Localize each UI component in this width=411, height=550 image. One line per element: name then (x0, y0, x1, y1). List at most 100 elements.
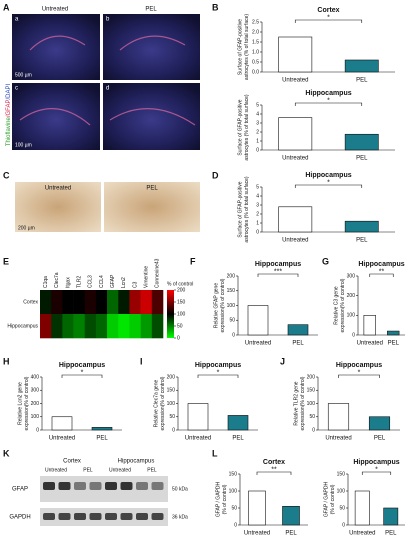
column-label: Lcn2 (121, 277, 127, 288)
y-tick-label: 100 (227, 303, 236, 309)
y-tick-label: 150 (307, 388, 316, 394)
row-label: Hippocampus (7, 323, 38, 329)
sub-label: d (106, 86, 109, 92)
y-axis-label: expression(% of control) (160, 376, 166, 430)
stain-label: Thioflavine/GFAP/DAPI (6, 83, 12, 146)
significance: * (327, 179, 330, 186)
colorbar-tick-label: 0 (177, 335, 180, 341)
x-tick-label: PEL (96, 436, 108, 442)
y-tick-label: 200 (227, 273, 236, 279)
bar (344, 59, 379, 73)
y-tick-label: 0 (256, 229, 259, 235)
band (58, 513, 71, 520)
group-label: Hippocampus (118, 459, 155, 465)
y-tick-label: 0 (36, 427, 39, 433)
y-tick-label: 0 (312, 427, 315, 433)
y-tick-label: 150 (229, 471, 238, 477)
group-label: Cortex (63, 459, 81, 465)
significance: * (375, 466, 378, 473)
lane-label: Untreated (45, 467, 67, 473)
y-tick-label: 0 (342, 522, 345, 528)
protein-label: GAPDH (9, 515, 30, 521)
x-tick-label: Untreated (282, 156, 308, 162)
heat-cell (118, 314, 130, 339)
chart-title: Hippocampus (195, 362, 241, 369)
bar (354, 490, 370, 526)
band (43, 513, 55, 520)
heat-cell (62, 314, 74, 339)
significance: * (327, 14, 330, 21)
y-tick-label: 0 (234, 522, 237, 528)
size-label: 50 kDa (172, 486, 188, 492)
bar (327, 403, 350, 431)
lane-label: PEL (147, 467, 157, 473)
stain-part: Thioflavine (6, 117, 12, 147)
stain-texture (19, 35, 196, 126)
sub-label: c (15, 86, 18, 92)
y-tick-label: 1 (256, 138, 259, 144)
heat-cell (140, 314, 153, 339)
bar (51, 416, 73, 431)
bar (278, 117, 313, 151)
scale-bar-label: 500 µm (15, 72, 32, 78)
y-tick-label: 200 (31, 401, 40, 407)
y-axis-label: GFAP / GAPDH (215, 482, 221, 518)
y-axis-label: Relative TLR2 gene (293, 381, 299, 425)
image-label: PEL (146, 186, 158, 192)
micrograph (15, 182, 101, 232)
micrograph (103, 14, 200, 80)
heat-cell (129, 290, 141, 315)
significance-bracket (257, 273, 299, 277)
heat-cell (51, 314, 63, 339)
x-tick-label: PEL (356, 238, 368, 244)
significance-bracket (294, 184, 363, 188)
y-tick-label: 5 (256, 184, 259, 190)
band (58, 482, 71, 490)
panel-letter: G (322, 256, 329, 266)
significance-bracket (256, 471, 292, 475)
band (120, 482, 133, 490)
column-label: Vimentine (144, 266, 150, 288)
band (151, 482, 164, 490)
significance: * (217, 369, 220, 376)
heat-cell (40, 290, 52, 315)
y-tick-label: 50 (169, 414, 175, 420)
colorbar-tick-label: 50 (177, 323, 183, 329)
band (89, 482, 102, 490)
y-tick-label: 1.5 (252, 39, 259, 45)
significance-bracket (369, 273, 394, 277)
bar (282, 505, 300, 526)
bar (287, 324, 309, 336)
y-axis-label: expression(% of control) (300, 376, 306, 430)
significance-bracket (197, 374, 239, 378)
y-axis-label: Surface of GFAP-positive (237, 99, 243, 155)
x-tick-label: PEL (232, 436, 244, 442)
x-tick-label: PEL (388, 341, 400, 347)
heat-cell (62, 290, 74, 315)
y-tick-label: 150 (337, 471, 346, 477)
x-tick-label: Untreated (349, 531, 375, 537)
significance: ** (271, 466, 277, 473)
y-tick-label: 50 (309, 414, 315, 420)
sub-label: b (106, 17, 110, 23)
panel-letter: F (190, 256, 196, 266)
y-tick-label: 2.5 (252, 19, 259, 25)
colorbar-tick-label: 100 (177, 311, 186, 317)
scale-bar-label: 200 µm (18, 225, 35, 231)
y-tick-label: 100 (31, 414, 40, 420)
x-tick-label: Untreated (357, 341, 383, 347)
significance-bracket (294, 19, 363, 23)
band (120, 513, 133, 520)
y-tick-label: 0 (256, 147, 259, 153)
blot (40, 508, 168, 526)
x-tick-label: Untreated (282, 78, 308, 84)
y-axis-label: expression(% of control) (340, 278, 346, 332)
panel-letter: L (212, 448, 218, 458)
heat-cell (151, 290, 164, 315)
panel-letter: I (140, 356, 143, 366)
column-label: CCL4 (99, 275, 105, 288)
column-label: C3 (132, 281, 138, 288)
bar (278, 36, 313, 73)
x-tick-label: Untreated (325, 436, 351, 442)
bar (344, 133, 379, 151)
